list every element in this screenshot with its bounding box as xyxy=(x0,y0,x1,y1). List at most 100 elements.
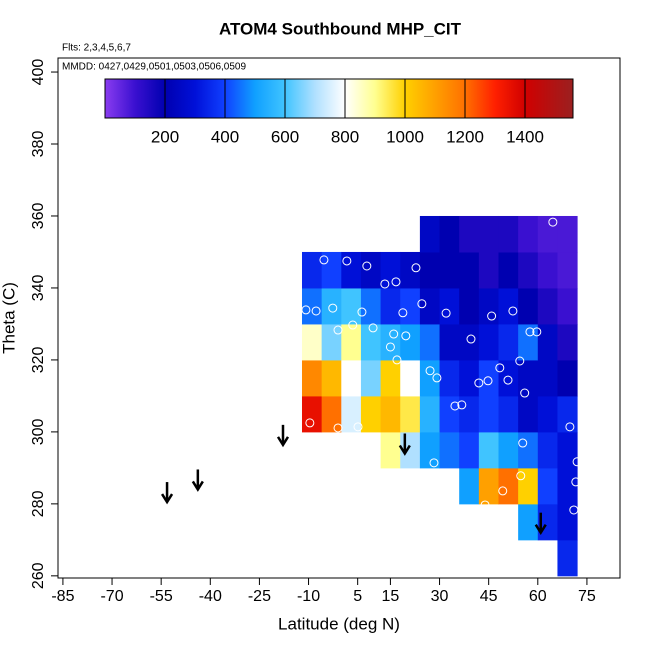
heat-cell xyxy=(400,287,421,325)
heat-cell xyxy=(459,359,480,397)
arrow xyxy=(191,469,204,492)
arrow xyxy=(534,512,547,536)
colorbar-tick-label: 1200 xyxy=(446,127,484,146)
annotation: MMDD: 0427,0429,0501,0503,0506,0509 xyxy=(62,62,246,73)
heat-cell xyxy=(439,287,460,325)
observation-point xyxy=(466,334,476,344)
observation-point xyxy=(398,308,408,318)
heat-cell xyxy=(518,323,539,361)
observation-point xyxy=(305,418,315,428)
observation-point xyxy=(495,363,505,373)
heat-cell xyxy=(557,395,578,433)
colorbar xyxy=(104,78,574,119)
heat-cell xyxy=(341,359,362,397)
observation-point xyxy=(565,422,575,432)
heat-cell xyxy=(419,251,441,289)
y-axis-label: Theta (C) xyxy=(0,282,18,354)
heat-cell xyxy=(557,287,578,325)
colorbar-tick-label: 800 xyxy=(331,127,359,146)
heat-cell xyxy=(301,251,323,289)
arrow xyxy=(276,424,290,448)
heat-cell xyxy=(341,323,362,361)
observation-point xyxy=(429,458,439,468)
observation-point xyxy=(569,505,579,515)
heat-cell xyxy=(518,215,539,253)
heat-cell xyxy=(439,359,460,397)
heat-cell xyxy=(518,467,539,505)
heat-cell xyxy=(360,251,382,289)
heat-cell xyxy=(439,395,460,433)
heat-cell xyxy=(301,359,323,397)
colorbar-tick-label: 600 xyxy=(271,127,299,146)
observation-point xyxy=(425,366,435,376)
heat-cell xyxy=(400,359,421,397)
heat-cell xyxy=(498,215,519,253)
subtitle: Flts: 2,3,4,5,6,7 xyxy=(62,43,131,54)
observation-point xyxy=(480,500,490,510)
heat-cell xyxy=(321,395,342,433)
colorbar-tick-label: 200 xyxy=(151,127,179,146)
colorbar-tick-label: 1400 xyxy=(506,127,544,146)
heat-cell xyxy=(360,287,382,325)
observation-point xyxy=(292,247,302,257)
observation-point xyxy=(457,400,467,410)
y-tick-label: 280 xyxy=(30,490,47,517)
heat-cell xyxy=(498,251,519,289)
y-tick-label: 400 xyxy=(30,59,47,86)
heat-cell xyxy=(537,251,558,289)
heat-cell xyxy=(518,503,539,541)
heat-cell xyxy=(459,395,480,433)
heat-cell xyxy=(459,431,480,469)
arrow-head xyxy=(398,444,411,456)
y-tick-label: 380 xyxy=(30,131,47,158)
observation-point xyxy=(532,327,542,337)
heat-cell xyxy=(341,251,362,289)
observation-point xyxy=(518,438,528,448)
x-tick-label: -85 xyxy=(51,588,74,605)
heat-cell xyxy=(478,287,499,325)
heat-cell xyxy=(459,323,480,361)
arrow xyxy=(398,433,411,456)
heat-cell xyxy=(380,431,401,469)
heat-cell xyxy=(360,359,382,397)
heat-cell xyxy=(537,467,558,505)
y-tick-label: 320 xyxy=(30,346,47,373)
observation-point xyxy=(368,323,378,333)
observation-point xyxy=(417,299,427,309)
heat-cell xyxy=(498,395,519,433)
x-tick-label: 45 xyxy=(480,588,498,605)
heat-cell xyxy=(478,395,499,433)
x-tick-label: 60 xyxy=(529,588,547,605)
heat-cell xyxy=(537,323,558,361)
heat-cell xyxy=(321,287,342,325)
heat-cell xyxy=(498,467,519,505)
observation-point xyxy=(348,320,358,330)
heat-cell xyxy=(557,503,578,541)
heat-cell xyxy=(498,431,519,469)
heat-cell xyxy=(301,323,323,361)
heat-cell xyxy=(478,215,499,253)
arrow-head xyxy=(534,523,547,536)
observation-point xyxy=(503,375,513,385)
x-tick-label: 75 xyxy=(578,588,596,605)
heat-cell xyxy=(478,467,499,505)
heat-cell xyxy=(380,395,401,433)
observation-point xyxy=(525,327,535,337)
observation-point xyxy=(401,331,411,341)
heat-cell xyxy=(419,215,441,253)
heat-cell xyxy=(439,251,460,289)
heat-cell xyxy=(518,251,539,289)
observation-point xyxy=(520,388,530,398)
observation-point xyxy=(357,307,367,317)
heat-cell xyxy=(537,359,558,397)
x-tick-label: -55 xyxy=(150,588,173,605)
heat-cell xyxy=(498,287,519,325)
heat-cell xyxy=(439,323,460,361)
observation-point xyxy=(487,311,497,321)
heat-cell xyxy=(380,359,401,397)
observation-point xyxy=(516,471,526,481)
heat-cell xyxy=(498,323,519,361)
heat-cell xyxy=(380,251,401,289)
heat-cell xyxy=(459,287,480,325)
heat-cell xyxy=(557,359,578,397)
